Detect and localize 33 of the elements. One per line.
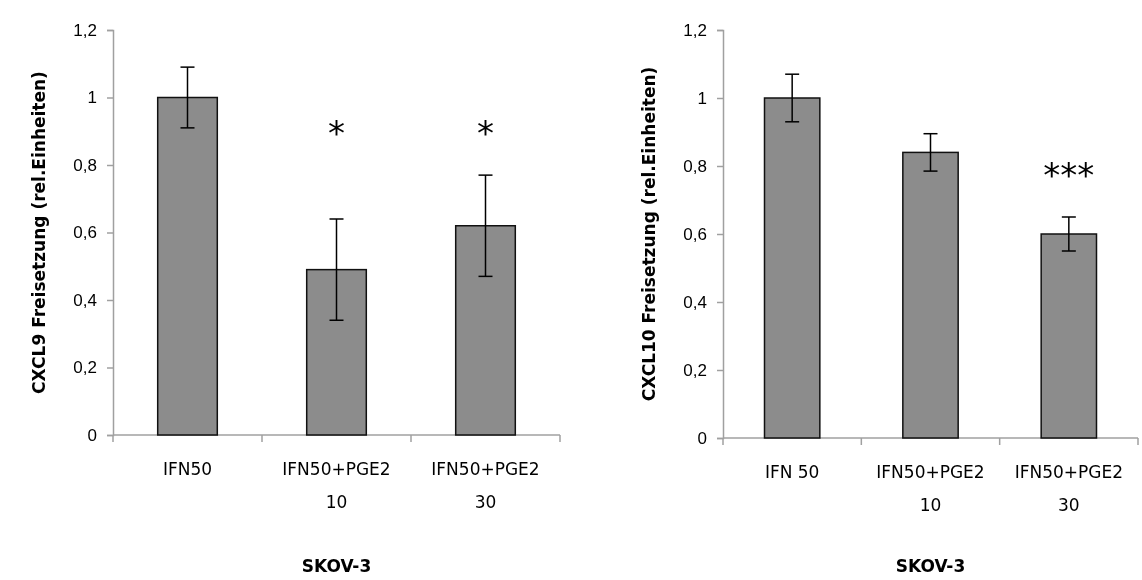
y-axis-title: CXCL10 Freisetzung (rel.Einheiten) bbox=[639, 66, 659, 402]
annotation: *** bbox=[1043, 155, 1095, 195]
y-tick-label: 1,2 bbox=[73, 20, 97, 40]
bar bbox=[454, 225, 517, 436]
bar bbox=[763, 97, 821, 439]
bar bbox=[305, 268, 368, 436]
y-tick-label: 0 bbox=[697, 428, 707, 448]
y-tick-label: 0,2 bbox=[683, 360, 707, 380]
x-tick-label: IFN 50 bbox=[764, 462, 820, 482]
annotation: * bbox=[328, 113, 345, 154]
x-tick-label: IFN50+PGE2 30 bbox=[431, 459, 540, 512]
bar bbox=[902, 151, 959, 439]
x-tick-label: IFN50+PGE2 10 bbox=[282, 459, 391, 512]
y-tick-label: 0 bbox=[87, 425, 97, 445]
y-axis-title: CXCL9 Freisetzung (rel.Einheiten) bbox=[29, 71, 49, 394]
y-tick-label: 1 bbox=[697, 88, 707, 108]
annotation: * bbox=[477, 113, 494, 154]
y-tick-label: 0,6 bbox=[683, 224, 707, 244]
y-tick-label: 0,6 bbox=[73, 223, 97, 243]
bar bbox=[156, 96, 219, 436]
x-tick-label: IFN50+PGE2 10 bbox=[876, 462, 985, 515]
x-tick-label: IFN50 bbox=[162, 459, 213, 479]
y-tick-label: 0,8 bbox=[73, 155, 97, 175]
bar bbox=[1040, 233, 1098, 439]
y-tick-label: 0,4 bbox=[683, 292, 707, 312]
y-tick-label: 0,8 bbox=[683, 156, 707, 176]
y-tick-label: 0,4 bbox=[73, 290, 97, 310]
y-tick-label: 1 bbox=[87, 88, 97, 108]
x-axis-title: SKOV-3 bbox=[895, 556, 966, 576]
x-axis-title: SKOV-3 bbox=[301, 556, 372, 576]
x-tick-label: IFN50+PGE2 30 bbox=[1014, 462, 1124, 515]
y-tick-label: 1,2 bbox=[683, 20, 707, 40]
y-tick-label: 0,2 bbox=[73, 358, 97, 378]
